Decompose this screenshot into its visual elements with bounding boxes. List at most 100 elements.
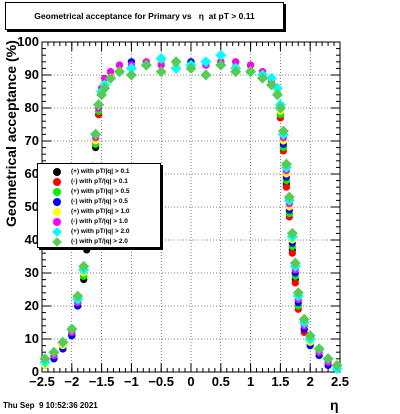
data-point [170,62,182,74]
legend-entry: (+) with pT/|q| > 1.0 [38,207,158,217]
chart-title: Geometrical acceptance for Primary vs η … [34,11,255,21]
x-tick-label: −1 [123,374,139,389]
legend-marker [53,188,61,196]
x-tick-label: 2 [306,374,314,389]
data-point [90,128,102,140]
data-point [232,58,240,66]
y-axis-label: Geometrical acceptance (%) [3,40,19,227]
data-point [57,336,69,348]
data-point [265,79,277,91]
legend-marker [53,178,61,186]
data-point [66,323,78,335]
data-point [106,68,115,76]
legend-entry: (-) with pT/|q| > 0.5 [38,197,158,207]
data-point [78,260,90,272]
data-point [289,257,301,269]
data-point [215,49,227,61]
y-tick-label: 30 [24,265,39,280]
data-point [200,69,212,81]
legend-marker [52,227,62,237]
x-tick-label: −2 [64,374,80,389]
y-tick-label: 50 [24,199,39,214]
x-tick-label: 0.5 [211,374,230,389]
legend: (+) with pT/|q| > 0.1 (-) with pT/|q| > 0… [37,163,161,248]
data-point [215,59,227,71]
data-point [140,59,152,71]
data-point [265,72,277,84]
data-point [125,69,137,81]
data-point [105,72,117,84]
data-point [286,227,298,239]
data-point [93,99,105,111]
data-point [230,66,242,78]
x-tick-label: 2.5 [330,374,350,389]
data-point [48,346,60,358]
data-point [280,158,292,170]
y-tick-label: 90 [24,67,39,82]
x-tick-label: −0.5 [148,374,175,389]
x-tick-label: −1.5 [88,374,115,389]
y-tick-label: 0 [31,364,39,379]
x-tick-label: 0 [187,374,195,389]
y-tick-label: 80 [24,100,39,115]
legend-label: (-) with pT/|q| > 0.1 [71,178,128,185]
data-point [245,66,257,78]
data-point [304,330,316,342]
data-point [283,191,295,203]
data-point [288,249,296,257]
data-point [291,279,299,287]
data-point [100,74,109,82]
data-point [277,125,289,137]
data-point [257,72,269,84]
data-point [185,62,197,74]
data-point [125,62,137,74]
y-tick-label: 40 [24,232,39,247]
legend-marker [53,218,61,226]
legend-entry: (-) with pT/|q| > 1.0 [38,217,158,227]
x-tick-label: 1.5 [271,374,290,389]
legend-entry: (+) with pT/|q| > 0.1 [38,167,158,177]
legend-label: (-) with pT/|q| > 0.5 [71,198,128,205]
legend-marker [53,208,61,216]
legend-label: (+) with pT/|q| > 1.0 [71,208,130,215]
data-point [322,353,334,365]
x-tick-label: 1 [246,374,255,389]
data-point [170,56,182,68]
data-point [247,61,255,69]
legend-entry: (-) with pT/|q| > 2.0 [38,237,158,247]
legend-label: (+) with pT/|q| > 2.0 [71,228,130,235]
legend-marker [52,237,62,247]
data-point [282,183,290,191]
legend-entry: (+) with pT/|q| > 2.0 [38,227,158,237]
data-point [313,343,325,355]
legend-entry: (+) with pT/|q| > 0.5 [38,187,158,197]
legend-marker [53,198,61,206]
title-box: Geometrical acceptance for Primary vs η … [5,2,284,30]
data-point [99,82,111,94]
y-tick-label: 60 [24,166,39,181]
data-point [292,287,304,299]
data-point [115,61,124,69]
data-point [274,102,286,114]
timestamp: Thu Sep 9 10:52:36 2021 [3,401,98,410]
x-axis-label: η [330,397,339,413]
data-point [39,353,51,365]
data-point [157,61,165,69]
data-point [331,359,343,371]
data-point [155,53,167,64]
y-tick-label: 70 [24,133,39,148]
legend-marker [53,168,61,176]
data-point [155,66,167,78]
x-tick-label: −2.5 [29,374,55,389]
y-tick-label: 100 [17,34,39,49]
data-point [271,89,283,101]
legend-label: (-) with pT/|q| > 1.0 [71,218,128,225]
legend-entry: (-) with pT/|q| > 0.1 [38,177,158,187]
axis-ticks [41,41,341,373]
data-point [200,56,212,68]
legend-label: (-) with pT/|q| > 2.0 [71,238,128,245]
legend-label: (+) with pT/|q| > 0.1 [71,168,130,175]
data-point [298,313,310,325]
data-point [72,290,84,302]
legend-label: (+) with pT/|q| > 0.5 [71,188,130,195]
